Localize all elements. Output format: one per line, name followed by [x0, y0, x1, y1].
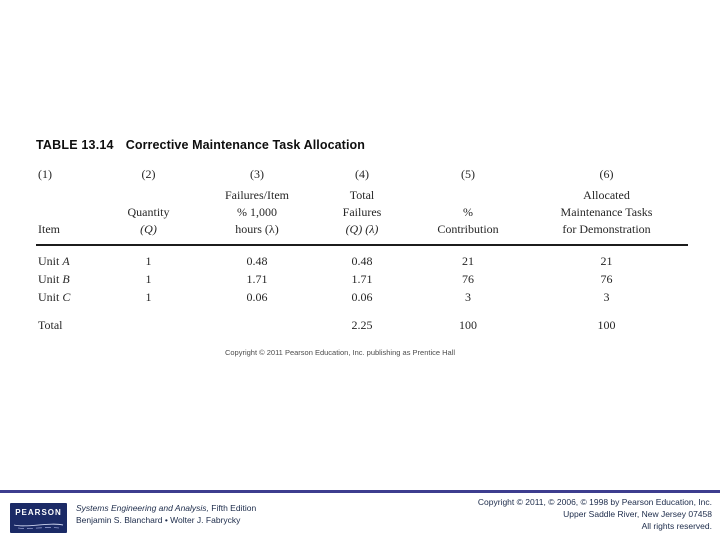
- header-col-quantity: (2) Quantity (Q): [127, 167, 170, 236]
- table-title: Corrective Maintenance Task Allocation: [125, 138, 365, 152]
- header-col-pct-contribution: (5) % Contribution: [437, 167, 499, 236]
- table-header: (1) Item (2) Quantity (Q) (3) Failures/I…: [36, 166, 688, 238]
- table-row-unit-b: Unit B 1 1.71 1.71 76 76: [36, 270, 688, 288]
- header-col-allocated-tasks: (6) Allocated Maintenance Tasks for Demo…: [560, 167, 653, 236]
- quantity-cell: 1: [145, 254, 152, 268]
- quantity-cell: [96, 316, 201, 334]
- copyright-line-2: Upper Saddle River, New Jersey 07458: [563, 508, 712, 519]
- allocated-tasks-cell: 100: [597, 318, 616, 332]
- item-cell: Unit A: [38, 254, 70, 268]
- table-row-unit-a: Unit A 1 0.48 0.48 21 21: [36, 252, 688, 270]
- copyright-line-1: Copyright © 2011, © 2006, © 1998 by Pear…: [477, 497, 712, 507]
- total-failures-cell: 1.71: [351, 272, 373, 286]
- pct-contribution-cell: 3: [465, 290, 471, 304]
- logo-swoosh-icon: [13, 523, 64, 529]
- figure-copyright: Copyright © 2011 Pearson Education, Inc.…: [224, 348, 456, 357]
- pearson-logo-text: PEARSON: [15, 508, 62, 517]
- table-number: TABLE 13.14: [36, 138, 114, 152]
- failure-rate-cell: [201, 316, 313, 334]
- footer-divider: [0, 490, 720, 493]
- pct-contribution-cell: 21: [462, 254, 474, 268]
- header-col-item: (1) Item: [38, 167, 60, 236]
- copyright-line-3: All rights reserved.: [641, 520, 712, 531]
- allocated-tasks-cell: 3: [603, 290, 610, 304]
- total-failures-cell: 0.06: [351, 290, 373, 304]
- table-caption: TABLE 13.14 Corrective Maintenance Task A…: [36, 138, 688, 152]
- item-cell: Unit C: [38, 290, 71, 304]
- allocated-tasks-cell: 76: [600, 272, 613, 286]
- allocated-tasks-cell: 21: [600, 254, 613, 268]
- book-title-line: Systems Engineering and Analysis, Fifth …: [76, 503, 257, 513]
- failure-rate-cell: 0.06: [246, 290, 268, 304]
- total-failures-cell: 0.48: [351, 254, 373, 268]
- table-figure: TABLE 13.14 Corrective Maintenance Task A…: [36, 138, 688, 357]
- failure-rate-cell: 0.48: [246, 254, 268, 268]
- table-row-total: Total 2.25 100 100: [36, 316, 688, 334]
- book-info: Systems Engineering and Analysis, Fifth …: [76, 503, 256, 526]
- pct-contribution-cell: 100: [459, 318, 477, 332]
- book-authors: Benjamin S. Blanchard • Wolter J. Fabryc…: [76, 514, 241, 525]
- item-cell: Unit B: [38, 272, 70, 286]
- quantity-cell: 1: [145, 290, 152, 304]
- failure-rate-cell: 1.71: [246, 272, 268, 286]
- quantity-cell: 1: [145, 272, 152, 286]
- header-rule: [36, 244, 688, 246]
- item-cell: Total: [38, 318, 63, 332]
- header-col-total-failures: (4) Total Failures (Q) (λ): [342, 167, 382, 236]
- table-row-unit-c: Unit C 1 0.06 0.06 3 3: [36, 288, 688, 306]
- total-failures-cell: 2.25: [351, 318, 373, 332]
- header-col-failure-rate: (3) Failures/Item % 1,000 hours (λ): [225, 167, 289, 236]
- pearson-logo: PEARSON: [10, 503, 67, 533]
- footer-copyright: Copyright © 2011, © 2006, © 1998 by Pear…: [478, 497, 712, 532]
- pct-contribution-cell: 76: [462, 272, 474, 286]
- table-body: Unit A 1 0.48 0.48 21 21 Unit B 1 1.71 1…: [36, 252, 688, 334]
